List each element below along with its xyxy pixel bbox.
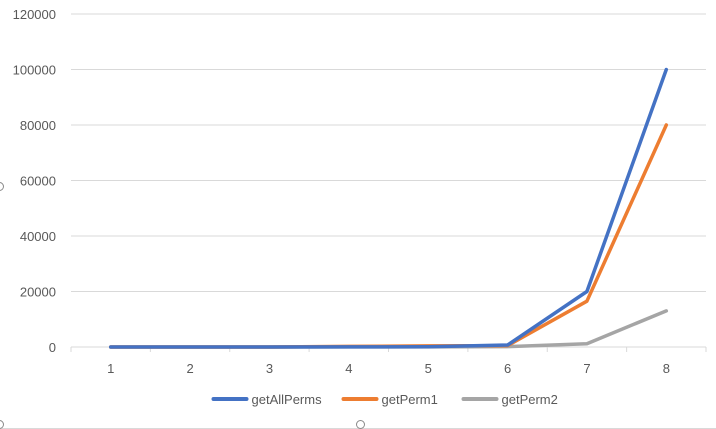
x-tick-label: 6 [504,361,511,376]
legend-item-getPerm1[interactable]: getPerm1 [341,392,438,407]
y-tick-label: 80000 [20,118,56,133]
series-line-getPerm2[interactable] [108,309,669,349]
x-tick-label: 4 [345,361,352,376]
y-tick-label: 60000 [20,174,56,189]
x-tick-label: 7 [583,361,590,376]
y-tick-label: 20000 [20,285,56,300]
y-tick-label: 0 [49,340,56,355]
legend-label: getPerm1 [382,392,438,407]
y-tick-label: 120000 [13,7,56,22]
x-axis-tick-labels: 1 2 3 4 5 6 7 8 [107,361,670,376]
x-tick-label: 8 [663,361,670,376]
x-tick-label: 5 [425,361,432,376]
x-tick-label: 1 [107,361,114,376]
legend: getAllPerms getPerm1 getPerm2 [211,392,558,407]
y-axis-tick-labels: 0 20000 40000 60000 80000 100000 120000 [13,7,56,355]
gridlines [70,13,707,352]
legend-label: getAllPerms [252,392,323,407]
legend-item-getAllPerms[interactable]: getAllPerms [211,392,323,407]
x-tick-label: 3 [266,361,273,376]
legend-item-getPerm2[interactable]: getPerm2 [461,392,558,407]
resize-handle-bottom[interactable] [356,420,365,429]
y-tick-label: 40000 [20,229,56,244]
series-lines [108,67,669,349]
legend-label: getPerm2 [502,392,558,407]
series-line-getAllPerms[interactable] [108,67,669,349]
y-tick-label: 100000 [13,63,56,78]
x-tick-label: 2 [186,361,193,376]
